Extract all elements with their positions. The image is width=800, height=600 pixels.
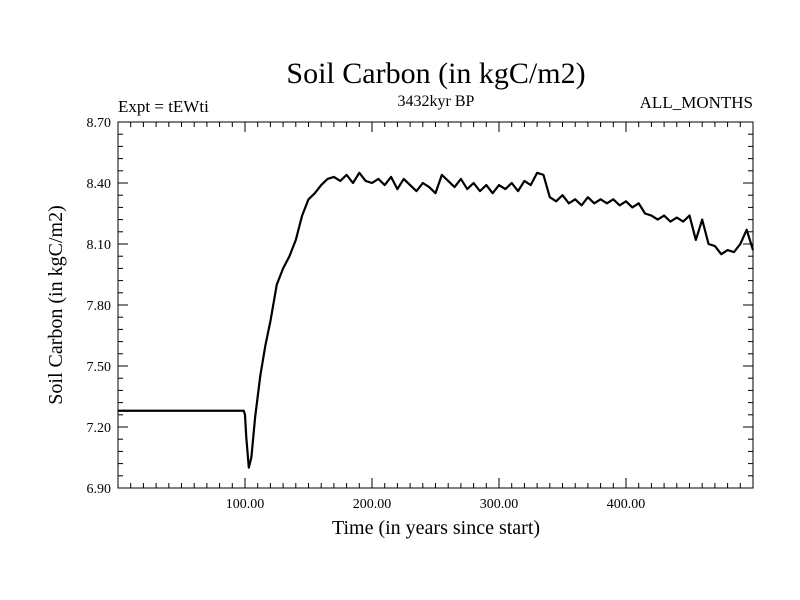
x-tick-label: 200.00 <box>353 497 392 512</box>
y-tick-label: 6.90 <box>87 482 112 497</box>
y-tick-label: 7.80 <box>87 299 112 314</box>
y-axis-ticks: 6.90 7.20 7.50 7.80 8.10 8.40 8.70 <box>87 116 753 497</box>
plot-frame <box>117 121 754 489</box>
experiment-label: Expt = tEWti <box>118 97 209 116</box>
chart-subtitle: 3432kyr BP <box>398 93 475 110</box>
series-line-soil-carbon <box>118 171 755 469</box>
minor-ticks <box>118 122 753 488</box>
x-tick-label: 300.00 <box>480 497 519 512</box>
y-tick-label: 8.40 <box>87 177 112 192</box>
x-tick-label: 400.00 <box>607 497 646 512</box>
y-tick-label: 7.50 <box>87 360 112 375</box>
x-axis-ticks: 100.00 200.00 300.00 400.00 <box>226 122 646 512</box>
y-tick-label: 7.20 <box>87 421 112 436</box>
y-tick-label: 8.70 <box>87 116 112 131</box>
y-tick-label: 8.10 <box>87 238 112 253</box>
x-tick-label: 100.00 <box>226 497 265 512</box>
months-label: ALL_MONTHS <box>640 93 753 112</box>
y-axis-label: Soil Carbon (in kgC/m2) <box>45 205 67 404</box>
x-axis-label: Time (in years since start) <box>332 517 540 539</box>
chart-title: Soil Carbon (in kgC/m2) <box>286 57 585 90</box>
